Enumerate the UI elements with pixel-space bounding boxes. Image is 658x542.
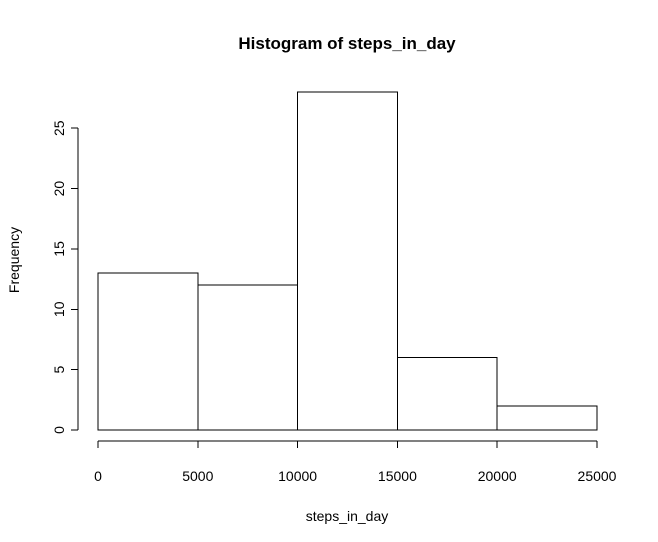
x-axis-label: steps_in_day [306, 508, 389, 524]
histogram-bar-2 [297, 91, 398, 431]
x-tick-label-1: 5000 [182, 468, 213, 484]
x-tick-label-3: 15000 [378, 468, 417, 484]
histogram-bar-4 [496, 405, 598, 431]
histogram-bar-0 [97, 272, 199, 431]
x-tick-label-5: 25000 [578, 468, 617, 484]
y-tick-label-2: 10 [51, 301, 67, 317]
x-tick-label-0: 0 [94, 468, 102, 484]
chart-title: Histogram of steps_in_day [238, 34, 456, 53]
x-tick-label-4: 20000 [478, 468, 517, 484]
histogram-bar-1 [197, 284, 299, 431]
y-axis-ticks: 0 5 10 15 20 25 [51, 120, 78, 434]
y-tick-label-1: 5 [51, 366, 67, 374]
y-tick-label-0: 0 [51, 426, 67, 434]
bars-group [97, 91, 598, 431]
x-tick-label-2: 10000 [278, 468, 317, 484]
y-tick-label-4: 20 [51, 181, 67, 197]
y-tick-label-3: 15 [51, 241, 67, 257]
x-axis-ticks: 0 5000 10000 15000 20000 25000 [94, 441, 617, 484]
y-tick-label-5: 25 [51, 120, 67, 136]
y-axis-label: Frequency [6, 227, 22, 293]
histogram-bar-3 [396, 357, 498, 431]
